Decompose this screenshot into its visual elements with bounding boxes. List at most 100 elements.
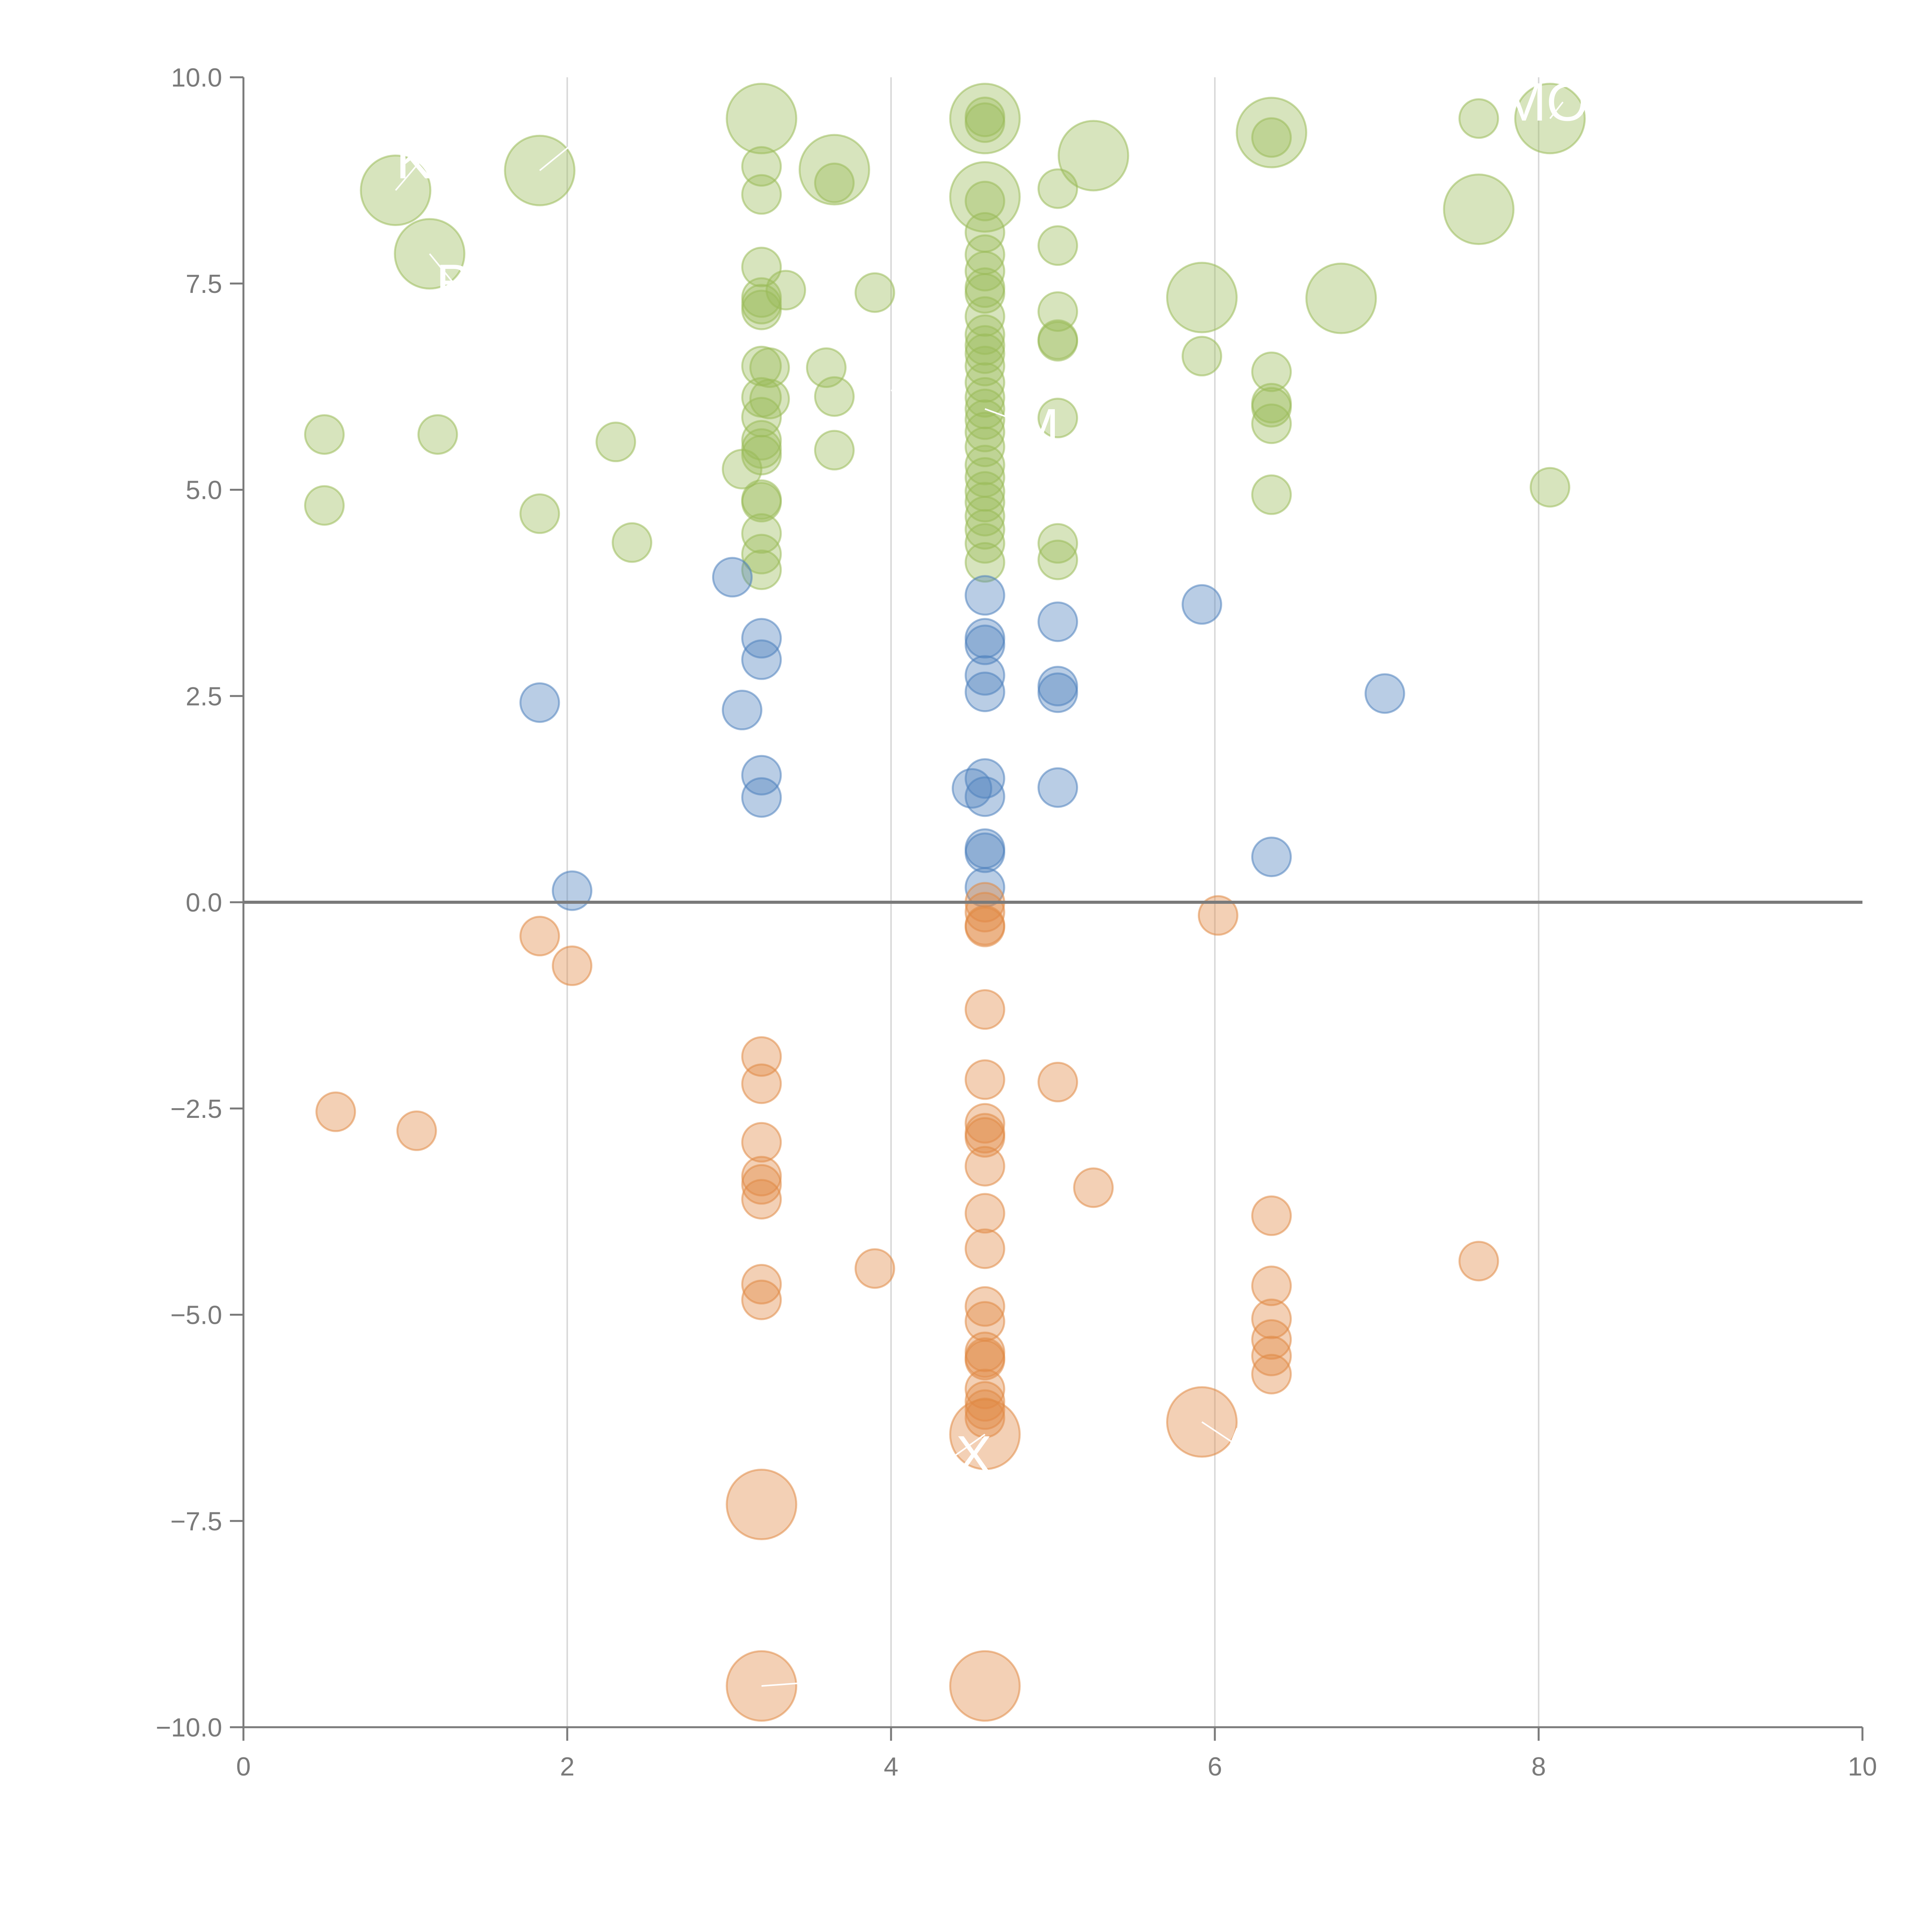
point-positive-73 <box>1251 117 1292 158</box>
point-positive-67 <box>1181 336 1222 377</box>
point-neutral-12 <box>964 672 1005 713</box>
point-negative-10 <box>741 1264 782 1305</box>
point-positive-4 <box>595 422 636 463</box>
point-negative-41 <box>1251 1335 1292 1376</box>
point-positive-34 <box>964 180 1005 221</box>
leader-line <box>955 1434 986 1456</box>
point-negative-11 <box>741 1279 782 1320</box>
point-negative-6 <box>741 1122 782 1163</box>
point-neutral-7 <box>741 777 782 818</box>
point-positive-82 <box>949 161 1021 233</box>
point-positive-65 <box>1037 523 1078 564</box>
point-negative-35 <box>1073 1167 1114 1208</box>
point-positive-70 <box>1251 387 1292 428</box>
x-tick-label: 0 <box>236 1752 251 1781</box>
point-neutral-25 <box>1364 673 1405 714</box>
point-neutral-17 <box>964 832 1005 873</box>
leader-line <box>429 253 455 284</box>
leader-line <box>395 159 422 191</box>
point-neutral-11 <box>964 655 1005 696</box>
point-neutral-19 <box>1037 601 1078 642</box>
point-negative-44 <box>726 1469 798 1541</box>
point-neutral-15 <box>964 776 1005 817</box>
point-positive-83 <box>1058 120 1129 192</box>
point-label-4: M <box>1014 397 1060 458</box>
point-negative-47 <box>949 1650 1021 1722</box>
data-points <box>304 83 1586 1722</box>
leader-line <box>1549 101 1564 119</box>
point-labels: KI S B K M MOE AX A R <box>395 71 1624 1712</box>
point-positive-86 <box>1305 262 1377 334</box>
point-positive-7 <box>741 174 782 215</box>
point-positive-33 <box>964 96 1005 137</box>
x-tick-label: 4 <box>884 1752 898 1781</box>
point-positive-29 <box>814 430 855 471</box>
point-positive-74 <box>1458 98 1499 139</box>
point-negative-8 <box>741 1164 782 1205</box>
point-positive-12 <box>765 270 806 311</box>
point-positive-63 <box>1037 321 1078 362</box>
point-positive-31 <box>814 162 855 203</box>
point-positive-84 <box>1166 262 1238 333</box>
leader-line <box>539 134 584 171</box>
point-neutral-23 <box>1181 584 1222 625</box>
point-neutral-14 <box>952 768 992 809</box>
point-neutral-8 <box>964 575 1005 616</box>
point-negative-17 <box>964 989 1005 1030</box>
y-tick-label: −5.0 <box>170 1301 222 1330</box>
point-positive-11 <box>741 284 782 325</box>
point-negative-25 <box>964 1286 1005 1327</box>
point-neutral-0 <box>519 682 560 723</box>
point-label-0: KI <box>396 129 447 190</box>
point-label-2: B <box>436 253 472 314</box>
point-neutral-4 <box>741 639 782 680</box>
y-tick-label: 10.0 <box>171 63 222 92</box>
point-positive-1 <box>304 485 345 526</box>
point-neutral-22 <box>1037 767 1078 808</box>
point-positive-56 <box>964 509 1005 550</box>
point-positive-42 <box>964 325 1005 366</box>
x-tick-label: 6 <box>1208 1752 1222 1781</box>
point-negative-5 <box>741 1063 782 1104</box>
point-negative-29 <box>964 1340 1005 1381</box>
point-positive-30 <box>854 272 895 313</box>
point-positive-85 <box>1236 97 1308 168</box>
point-neutral-21 <box>1037 672 1078 713</box>
point-neutral-6 <box>741 755 782 796</box>
point-negative-43 <box>1458 1241 1499 1282</box>
y-tick-label: 7.5 <box>185 269 222 299</box>
point-negative-3 <box>552 945 593 986</box>
point-negative-9 <box>741 1179 782 1220</box>
point-label-5: MOE <box>1501 71 1624 132</box>
point-negative-23 <box>964 1193 1005 1234</box>
point-neutral-10 <box>964 624 1005 665</box>
point-negative-36 <box>1197 895 1238 936</box>
point-positive-72 <box>1251 474 1292 515</box>
point-positive-3 <box>519 493 560 534</box>
point-negative-1 <box>396 1110 437 1151</box>
point-negative-2 <box>519 916 560 957</box>
point-negative-30 <box>964 1369 1005 1410</box>
point-negative-12 <box>854 1248 895 1289</box>
point-positive-49 <box>964 412 1005 452</box>
point-positive-2 <box>417 414 458 455</box>
point-positive-64 <box>1037 398 1078 439</box>
point-positive-39 <box>964 273 1005 314</box>
leader-line <box>761 1681 818 1687</box>
point-negative-18 <box>964 1059 1005 1100</box>
x-tick-label: 2 <box>560 1752 575 1781</box>
point-positive-46 <box>964 377 1005 418</box>
point-positive-5 <box>612 522 653 563</box>
point-neutral-3 <box>741 618 782 659</box>
point-negative-24 <box>964 1228 1005 1269</box>
y-tick-label: 5.0 <box>185 476 222 505</box>
leader-line <box>985 408 1037 429</box>
point-negative-21 <box>964 1117 1005 1158</box>
point-positive-60 <box>1037 225 1078 266</box>
point-positive-0 <box>304 414 345 455</box>
point-label-7: A <box>1221 1416 1257 1477</box>
point-label-1: S <box>565 104 601 165</box>
leader-line <box>1201 1421 1240 1447</box>
point-positive-80 <box>798 134 870 206</box>
